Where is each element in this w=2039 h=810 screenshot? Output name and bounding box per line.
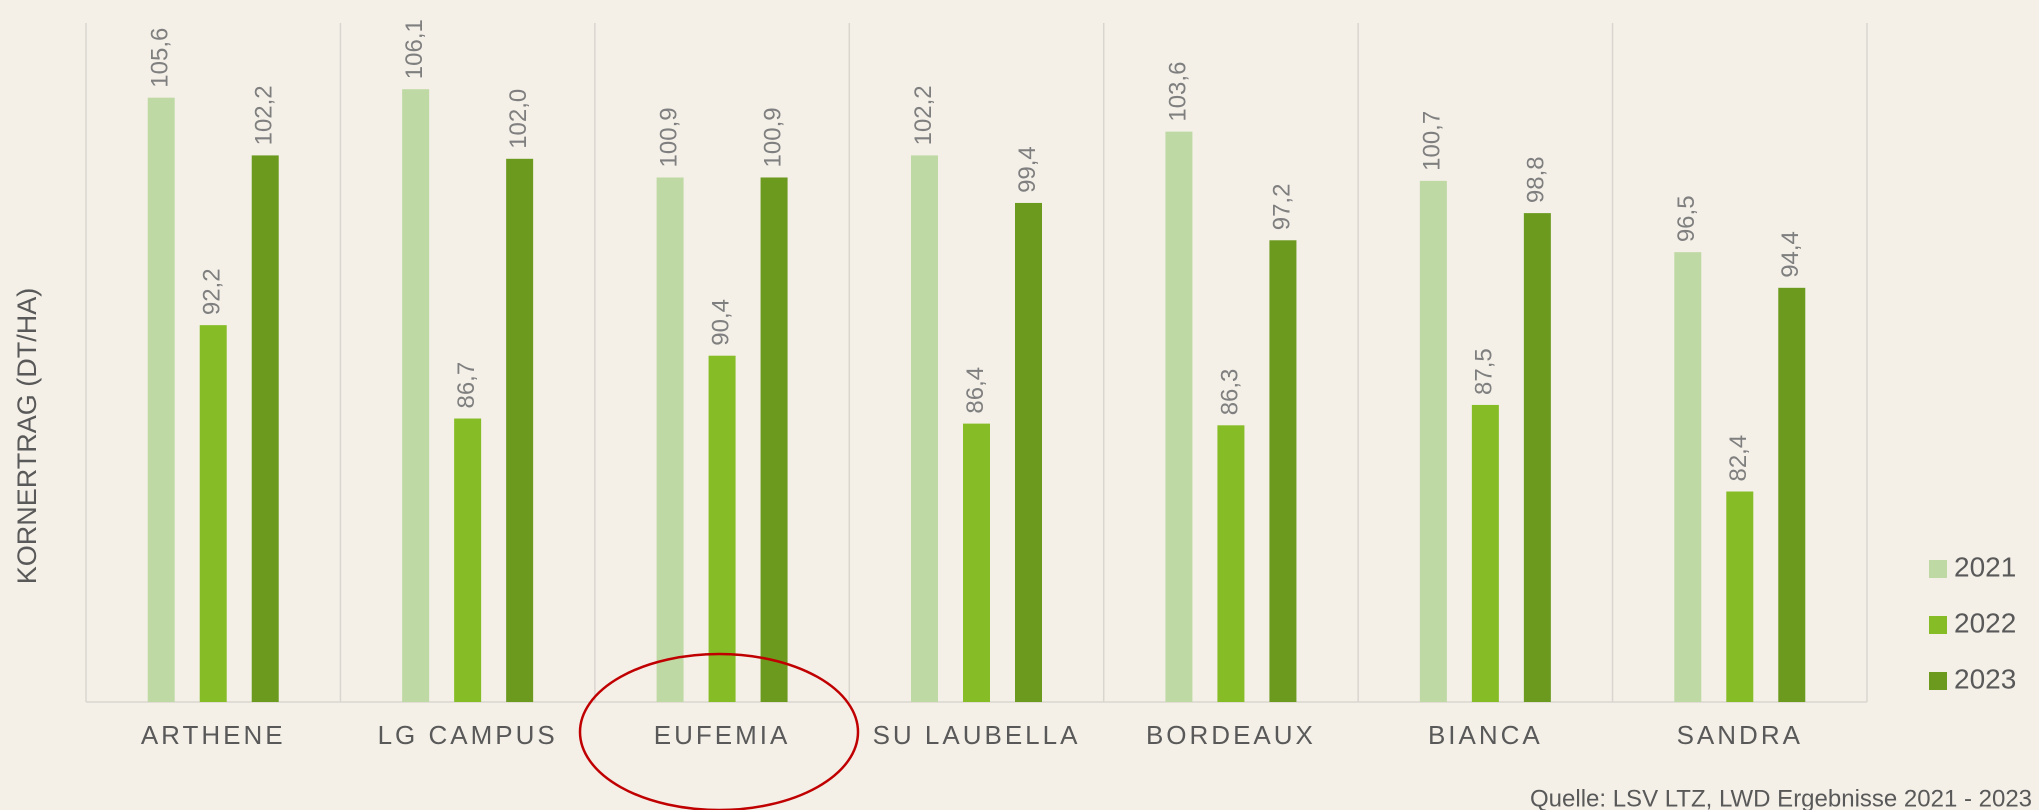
data-label: 100,9 [655,107,682,167]
x-tick-label: ARTHENE [141,720,286,750]
legend-label: 2023 [1954,663,2016,694]
legend-swatch [1929,560,1947,578]
bar [1778,287,1806,702]
x-tick-label: SU LAUBELLA [873,720,1081,750]
bar [147,97,175,702]
data-label: 100,9 [759,107,786,167]
data-label: 105,6 [147,28,174,88]
bar [1471,404,1499,702]
bar [1523,213,1551,702]
data-label: 86,4 [962,367,989,414]
data-label: 99,4 [1014,146,1041,193]
bar [251,155,279,702]
x-tick-label: LG CAMPUS [378,720,558,750]
bar [963,423,990,702]
data-label: 102,2 [910,85,937,145]
data-label: 87,5 [1471,348,1498,395]
bar [1269,240,1297,702]
highlight-ellipse [578,652,860,810]
x-tick-label: SANDRA [1677,720,1803,750]
x-tick-label: BORDEAUX [1146,720,1316,750]
legend-swatch [1929,616,1947,634]
data-label: 100,7 [1419,111,1446,171]
data-label: 98,8 [1523,156,1550,203]
source-note: Quelle: LSV LTZ, LWD Ergebnisse 2021 - 2… [1530,785,2032,810]
bar [708,355,736,702]
data-label: 96,5 [1673,195,1700,242]
bar [760,177,788,702]
data-label: 86,3 [1216,369,1243,416]
x-tick-label: EUFEMIA [654,720,791,750]
data-label: 94,4 [1777,231,1804,278]
bar [454,418,482,702]
bar [1165,131,1193,702]
data-label: 97,2 [1268,184,1295,231]
data-label: 90,4 [707,299,734,346]
bar [1674,252,1702,702]
data-label: 82,4 [1725,435,1752,482]
bar [1726,491,1754,702]
legend-swatch [1929,672,1947,690]
legend-label: 2022 [1954,607,2016,638]
x-tick-label: BIANCA [1428,720,1543,750]
data-label: 103,6 [1164,62,1191,122]
data-label: 86,7 [453,362,480,409]
data-label: 92,2 [199,268,226,315]
bar [1419,180,1447,702]
bar [199,325,227,702]
data-label: 102,2 [251,85,278,145]
bar [402,89,430,702]
data-label: 106,1 [401,19,428,79]
y-axis-title: KORNERTRAG (DT/HA) [12,288,42,585]
bar [1015,202,1042,702]
bar [506,158,534,703]
bar [656,177,684,702]
data-label: 102,0 [505,89,532,149]
legend-label: 2021 [1954,551,2016,582]
bar [1217,425,1245,702]
bar [911,155,938,702]
